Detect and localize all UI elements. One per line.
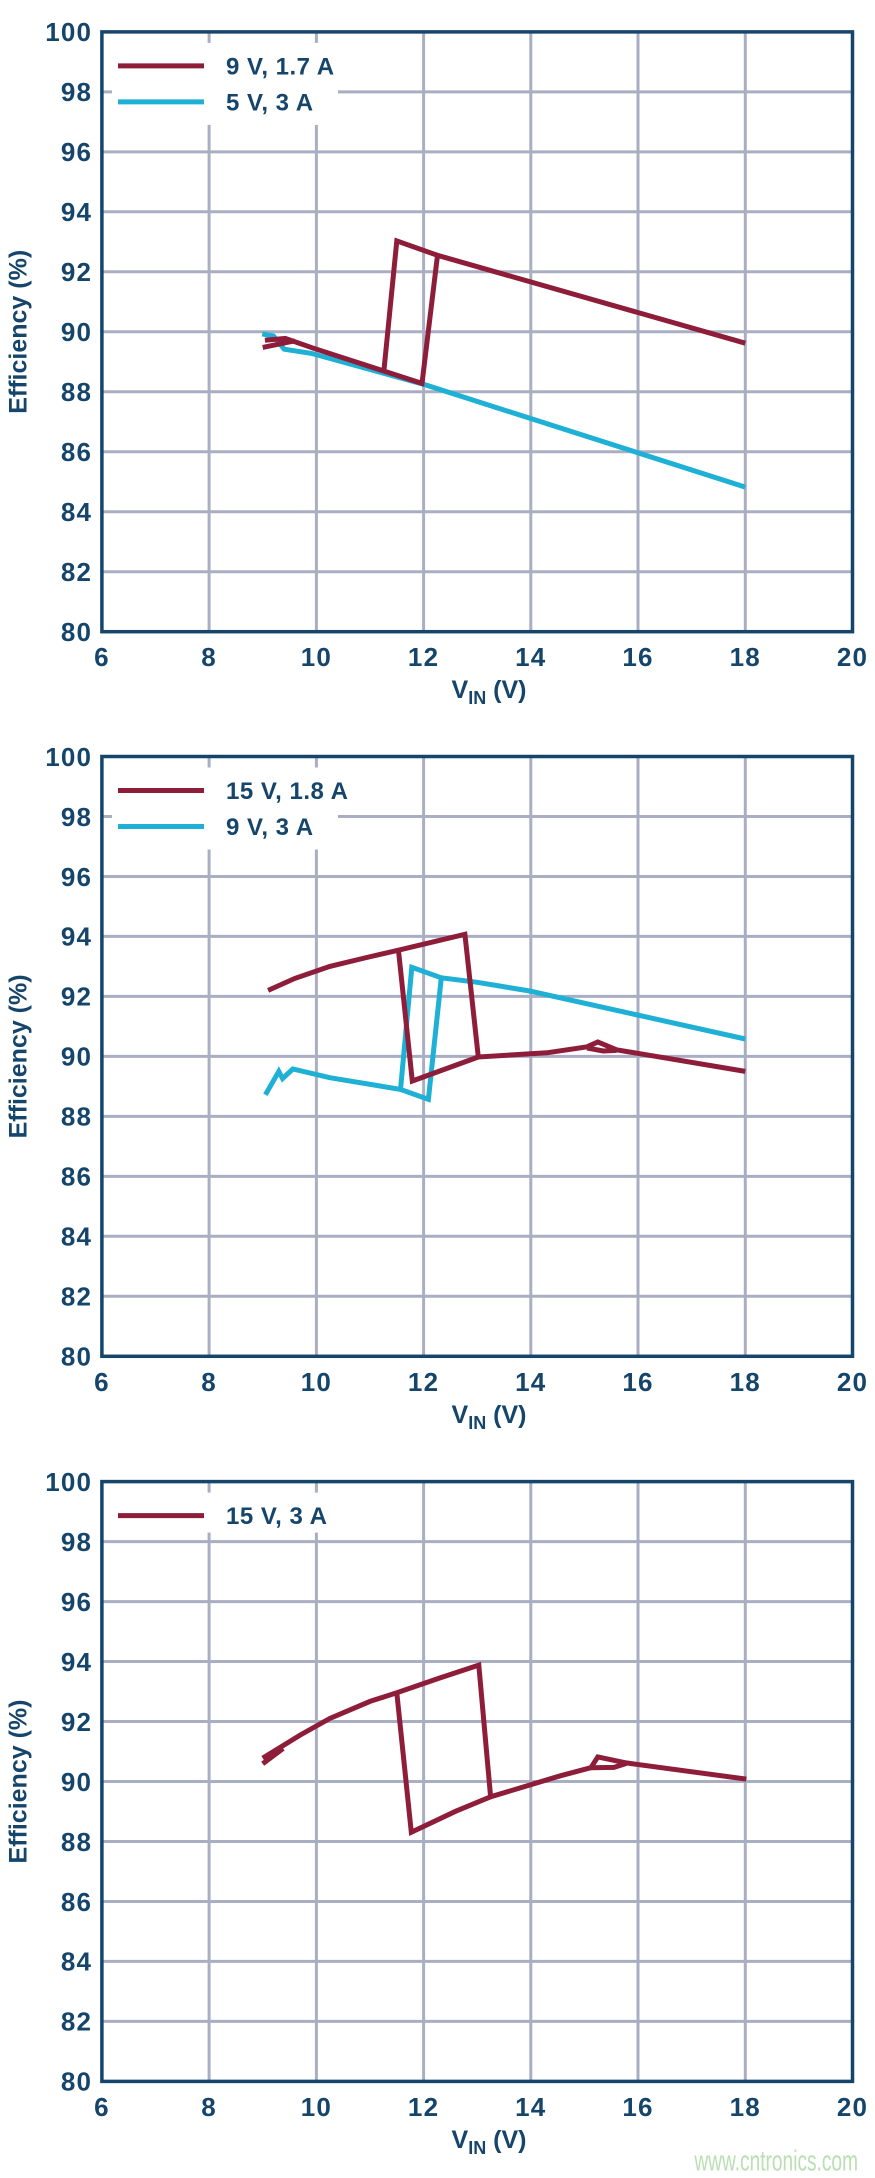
svg-text:5 V, 3 A: 5 V, 3 A <box>226 90 314 117</box>
svg-text:98: 98 <box>61 77 92 107</box>
svg-text:18: 18 <box>730 2092 761 2122</box>
svg-text:94: 94 <box>61 197 92 227</box>
svg-text:VIN (V): VIN (V) <box>452 676 527 708</box>
svg-text:10: 10 <box>301 642 332 672</box>
svg-text:80: 80 <box>61 2067 92 2097</box>
svg-text:94: 94 <box>61 1647 92 1677</box>
svg-text:www.cntronics.com: www.cntronics.com <box>694 2146 858 2178</box>
svg-text:9 V, 3 A: 9 V, 3 A <box>226 814 314 841</box>
svg-text:84: 84 <box>61 1947 92 1977</box>
svg-text:100: 100 <box>45 1467 92 1497</box>
svg-text:92: 92 <box>61 1707 92 1737</box>
svg-text:86: 86 <box>61 1887 92 1917</box>
svg-text:18: 18 <box>730 1367 761 1397</box>
svg-text:92: 92 <box>61 257 92 287</box>
svg-text:88: 88 <box>61 377 92 407</box>
svg-text:15 V, 3 A: 15 V, 3 A <box>226 1503 327 1530</box>
svg-text:12: 12 <box>408 642 439 672</box>
svg-text:15 V, 1.8 A: 15 V, 1.8 A <box>226 778 348 805</box>
svg-text:16: 16 <box>622 642 653 672</box>
svg-text:16: 16 <box>622 2092 653 2122</box>
svg-text:12: 12 <box>408 2092 439 2122</box>
svg-text:6: 6 <box>94 1367 110 1397</box>
svg-text:94: 94 <box>61 922 92 952</box>
svg-text:80: 80 <box>61 617 92 647</box>
svg-text:14: 14 <box>515 1367 546 1397</box>
svg-text:20: 20 <box>837 2092 868 2122</box>
svg-text:96: 96 <box>61 862 92 892</box>
svg-text:90: 90 <box>61 317 92 347</box>
svg-text:88: 88 <box>61 1827 92 1857</box>
svg-text:84: 84 <box>61 1222 92 1252</box>
svg-text:8: 8 <box>201 642 217 672</box>
svg-text:90: 90 <box>61 1042 92 1072</box>
svg-text:96: 96 <box>61 137 92 167</box>
svg-text:90: 90 <box>61 1767 92 1797</box>
svg-text:82: 82 <box>61 2007 92 2037</box>
svg-text:Efficiency (%): Efficiency (%) <box>5 1700 33 1864</box>
svg-text:9 V, 1.7 A: 9 V, 1.7 A <box>226 54 335 81</box>
svg-text:6: 6 <box>94 2092 110 2122</box>
svg-text:96: 96 <box>61 1587 92 1617</box>
svg-text:84: 84 <box>61 497 92 527</box>
svg-text:8: 8 <box>201 2092 217 2122</box>
svg-text:6: 6 <box>94 642 110 672</box>
svg-text:14: 14 <box>515 2092 546 2122</box>
svg-text:100: 100 <box>45 742 92 772</box>
svg-text:VIN (V): VIN (V) <box>452 2126 527 2158</box>
svg-text:20: 20 <box>837 1367 868 1397</box>
svg-text:18: 18 <box>730 642 761 672</box>
svg-text:86: 86 <box>61 1162 92 1192</box>
svg-text:8: 8 <box>201 1367 217 1397</box>
svg-text:82: 82 <box>61 1282 92 1312</box>
svg-text:88: 88 <box>61 1102 92 1132</box>
svg-text:16: 16 <box>622 1367 653 1397</box>
svg-text:98: 98 <box>61 802 92 832</box>
svg-text:86: 86 <box>61 437 92 467</box>
svg-text:12: 12 <box>408 1367 439 1397</box>
svg-text:98: 98 <box>61 1527 92 1557</box>
svg-text:80: 80 <box>61 1342 92 1372</box>
svg-text:VIN (V): VIN (V) <box>452 1401 527 1433</box>
svg-text:14: 14 <box>515 642 546 672</box>
svg-text:10: 10 <box>301 2092 332 2122</box>
svg-text:20: 20 <box>837 642 868 672</box>
svg-text:Efficiency (%): Efficiency (%) <box>5 250 33 414</box>
svg-text:92: 92 <box>61 982 92 1012</box>
svg-text:10: 10 <box>301 1367 332 1397</box>
svg-text:Efficiency (%): Efficiency (%) <box>5 974 33 1138</box>
svg-text:82: 82 <box>61 557 92 587</box>
svg-text:100: 100 <box>45 17 92 47</box>
